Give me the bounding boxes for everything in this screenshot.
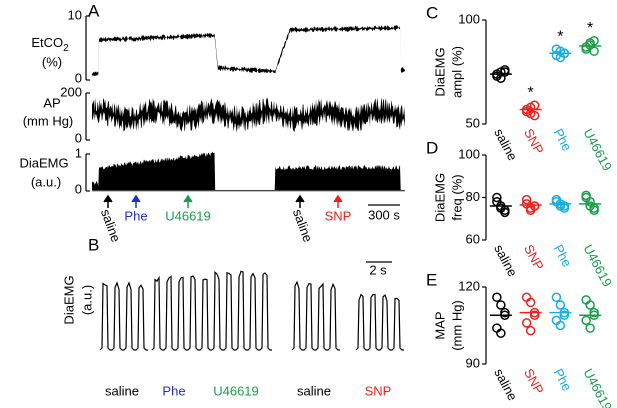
axis-label: DiaEMG	[61, 275, 76, 324]
data-point	[500, 67, 510, 77]
data-point	[500, 307, 510, 318]
y-tick-label: 120	[458, 278, 480, 293]
event-label: saline	[290, 207, 316, 244]
panel-letter: D	[426, 138, 438, 157]
x-tick-label: Phe	[551, 366, 575, 393]
x-tick-label: SNP	[521, 242, 547, 273]
arrows	[103, 194, 343, 208]
x-tick-label: Phe	[551, 242, 575, 269]
y-tick-label: 50	[466, 115, 480, 130]
data-point	[589, 46, 599, 56]
emg-burst	[291, 280, 340, 351]
x-tick-label: U46619	[580, 126, 615, 173]
condition-label: saline	[105, 383, 139, 398]
data-point	[555, 300, 566, 310]
tick-label: 200	[60, 84, 82, 99]
tick-label: 1	[75, 145, 82, 160]
tick-label: 0	[75, 130, 82, 145]
condition-label: saline	[297, 383, 331, 398]
condition-label: SNP	[365, 383, 392, 398]
emg-burst	[355, 293, 404, 351]
event-label: saline	[98, 207, 124, 244]
x-tick-label: U46619	[580, 366, 615, 408]
significance: *	[557, 28, 563, 45]
data-point	[551, 292, 562, 303]
y-axis-label: DiaEMG	[432, 47, 447, 96]
y-tick-label: 100	[458, 11, 480, 26]
x-tick-label: SNP	[521, 126, 547, 157]
data-point	[496, 328, 506, 338]
data-point	[555, 320, 566, 331]
data-point	[496, 300, 506, 310]
condition-label: Phe	[162, 383, 185, 398]
event-label: Phe	[124, 208, 147, 223]
panel-letter: C	[426, 3, 438, 22]
axis-label: DiaEMG	[19, 155, 68, 170]
panel-letter: B	[88, 235, 99, 254]
significance: *	[528, 84, 534, 101]
y-tick-label: 100	[458, 146, 480, 161]
axis-unit: (a.u.)	[79, 285, 94, 315]
y-tick-label: 90	[466, 355, 480, 370]
significance: *	[587, 20, 593, 37]
data-point	[585, 300, 595, 310]
data-point	[559, 310, 570, 320]
axis-unit: (%)	[42, 54, 62, 69]
data-point	[529, 310, 540, 320]
x-tick-label: U46619	[580, 242, 615, 289]
data-point	[559, 201, 570, 211]
axis-label: AP	[43, 95, 60, 110]
panel-letter: E	[426, 270, 437, 289]
data-point	[492, 192, 502, 203]
tick-label: 10	[68, 7, 82, 22]
y-tick-label: 80	[466, 189, 480, 204]
axis-label: EtCO2	[31, 35, 69, 53]
data-point	[589, 307, 599, 318]
event-label: U46619	[165, 208, 211, 223]
x-tick-label: saline	[491, 242, 520, 279]
data-point	[581, 315, 591, 326]
data-point	[585, 38, 595, 48]
scale-label: 300 s	[368, 207, 400, 222]
event-label: SNP	[325, 208, 352, 223]
x-tick-label: SNP	[521, 366, 547, 397]
x-tick-label: Phe	[551, 126, 575, 153]
data-point	[529, 201, 540, 211]
axis-unit: (mm Hg)	[23, 113, 74, 128]
emg-trace	[92, 151, 405, 191]
y-axis-label: MAP	[432, 311, 447, 339]
x-tick-label: saline	[491, 366, 520, 403]
data-point	[525, 297, 536, 308]
emg-burst	[151, 275, 212, 351]
data-point	[521, 318, 532, 328]
emg-burst	[211, 270, 272, 351]
panel-letter: A	[88, 1, 100, 20]
data-point	[492, 292, 502, 303]
axes	[85, 15, 400, 263]
x-tick-label: saline	[491, 126, 520, 163]
data-point	[521, 194, 532, 205]
ap-trace	[92, 97, 405, 133]
emg-burst	[99, 281, 148, 351]
y-axis-label: freq (%)	[449, 174, 464, 220]
condition-label: U46619	[213, 383, 259, 398]
y-axis-label: ampl (%)	[449, 46, 464, 98]
data-point	[525, 325, 536, 336]
y-axis-label: (mm Hg)	[449, 300, 464, 351]
tick-label: 0	[75, 70, 82, 85]
y-axis-label: DiaEMG	[432, 173, 447, 222]
etco2-trace	[92, 25, 405, 77]
tick-label: 0	[75, 181, 82, 196]
axis-unit: (a.u.)	[31, 174, 61, 189]
y-tick-label: 60	[466, 231, 480, 246]
scale-label: 2 s	[369, 262, 387, 277]
data-point	[585, 323, 595, 333]
